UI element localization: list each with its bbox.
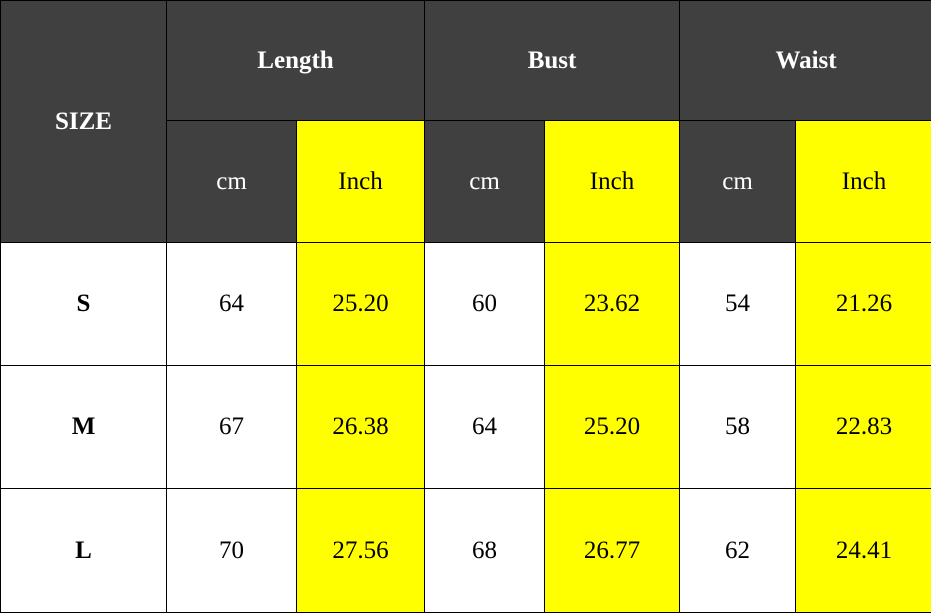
value-cell: 24.41 <box>796 489 931 613</box>
value-cell: 68 <box>425 489 545 613</box>
value-cell: 26.77 <box>545 489 680 613</box>
value-cell: 25.20 <box>545 366 680 489</box>
size-cell: M <box>1 366 167 489</box>
size-cell: L <box>1 489 167 613</box>
value-cell: 23.62 <box>545 243 680 366</box>
value-cell: 58 <box>680 366 796 489</box>
unit-header: cm <box>680 121 796 243</box>
value-cell: 70 <box>167 489 297 613</box>
value-cell: 64 <box>167 243 297 366</box>
unit-header: Inch <box>545 121 680 243</box>
unit-header: Inch <box>796 121 931 243</box>
size-cell: S <box>1 243 167 366</box>
value-cell: 60 <box>425 243 545 366</box>
value-cell: 64 <box>425 366 545 489</box>
length-header: Length <box>167 1 425 121</box>
value-cell: 67 <box>167 366 297 489</box>
unit-header: cm <box>425 121 545 243</box>
value-cell: 62 <box>680 489 796 613</box>
table-row: M 67 26.38 64 25.20 58 22.83 <box>1 366 931 489</box>
value-cell: 26.38 <box>297 366 425 489</box>
waist-header: Waist <box>680 1 931 121</box>
value-cell: 54 <box>680 243 796 366</box>
table-row: L 70 27.56 68 26.77 62 24.41 <box>1 489 931 613</box>
table-row: S 64 25.20 60 23.62 54 21.26 <box>1 243 931 366</box>
value-cell: 21.26 <box>796 243 931 366</box>
value-cell: 25.20 <box>297 243 425 366</box>
size-header: SIZE <box>1 1 167 243</box>
unit-header: cm <box>167 121 297 243</box>
bust-header: Bust <box>425 1 680 121</box>
value-cell: 27.56 <box>297 489 425 613</box>
value-cell: 22.83 <box>796 366 931 489</box>
unit-header: Inch <box>297 121 425 243</box>
